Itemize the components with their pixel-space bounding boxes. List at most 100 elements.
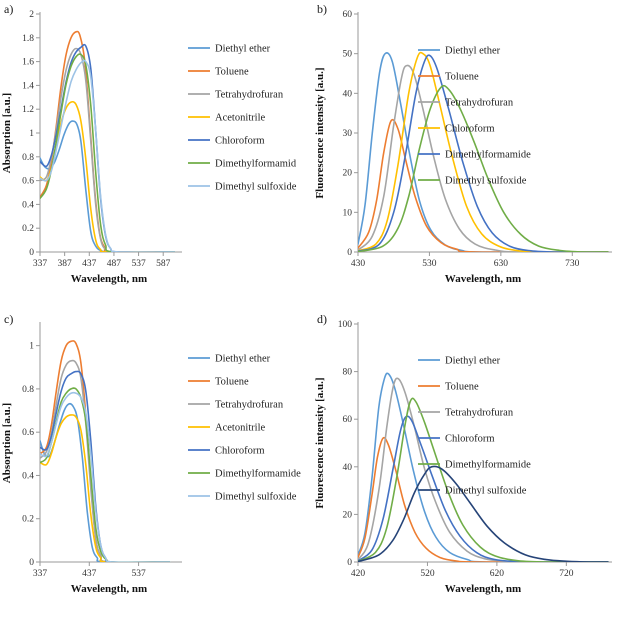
x-axis-title: Wavelength, nm [445, 583, 521, 595]
legend-label: Dimethylformamide [445, 460, 531, 471]
y-tick-label: 1 [29, 129, 34, 139]
legend-label: Diethyl ether [445, 46, 501, 57]
y-axis-title: Absorption [a.u.] [1, 93, 13, 173]
series-line [40, 370, 171, 562]
y-tick-label: 1.6 [22, 58, 34, 68]
legend-label: Dimethyl sulfoxide [215, 492, 297, 503]
panel-label-d: d) [317, 312, 327, 326]
series-line [358, 465, 609, 562]
chart-c: 337 437 537 0 0.2 0.4 0.6 0.8 1 Wavelength, nm Abs… [1, 322, 301, 595]
legend-label: Chloroform [215, 446, 265, 457]
legend-label: Acetonitrile [215, 423, 265, 434]
series-group [358, 372, 609, 562]
y-tick-label: 0.4 [22, 200, 34, 210]
y-tick-label: 50 [343, 50, 353, 60]
series-group [358, 51, 609, 252]
legend-label: Dimethyl sulfoxide [445, 176, 527, 187]
chart-d: 420 520 620 720 0 20 40 60 80 100 Wavelength, nm Fl… [314, 320, 612, 595]
y-tick-label: 0.8 [22, 153, 34, 163]
series-group [40, 30, 176, 252]
panel-b: b) 430 530 630 730 0 10 20 30 40 50 60 Wavelength, … [313, 0, 627, 310]
y-tick-label: 1.8 [22, 34, 34, 44]
y-axis-title: Fluorescence intensity [a.u.] [314, 67, 326, 198]
x-tick-label: 587 [156, 259, 171, 269]
series-line [40, 414, 171, 562]
y-tick-label: 0.4 [22, 471, 34, 481]
y-tick-label: 0 [347, 558, 352, 568]
legend-label: Chloroform [445, 434, 495, 445]
x-tick-label: 437 [82, 259, 97, 269]
y-tick-label: 0.6 [22, 177, 34, 187]
x-tick-label: 537 [131, 259, 146, 269]
series-line [40, 100, 176, 252]
legend-label: Diethyl ether [445, 356, 501, 367]
y-tick-label: 0 [347, 248, 352, 258]
legend-label: Dimethylformamide [215, 469, 301, 480]
y-tick-label: 1.2 [22, 105, 34, 115]
x-tick-label: 337 [33, 259, 48, 269]
legend-label: Toluene [215, 377, 249, 388]
y-tick-label: 1 [29, 342, 34, 352]
y-tick-label: 40 [343, 463, 353, 473]
y-tick-label: 1.4 [22, 81, 34, 91]
legend-label: Dimethylformamid [215, 159, 297, 170]
panel-label-c: c) [4, 312, 14, 326]
legend-label: Tetrahydrofuran [445, 408, 514, 419]
series-line [40, 53, 176, 252]
series-line [40, 359, 171, 562]
series-line [40, 47, 176, 252]
panel-label-b: b) [317, 2, 327, 16]
legend-label: Dimethylformamide [445, 150, 531, 161]
series-line [40, 340, 171, 562]
x-tick-label: 620 [490, 569, 505, 579]
x-tick-label: 387 [58, 259, 73, 269]
legend-label: Dimethyl sulfoxide [215, 182, 297, 193]
y-tick-label: 0.8 [22, 385, 34, 395]
x-tick-label: 337 [33, 569, 48, 579]
y-tick-label: 20 [343, 510, 353, 520]
series-line [358, 52, 609, 252]
series-line [40, 59, 176, 252]
legend-label: Chloroform [215, 136, 265, 147]
legend-label: Acetonitrile [215, 113, 265, 124]
legend-label: Dimethyl sulfoxide [445, 486, 527, 497]
y-tick-label: 100 [338, 320, 353, 330]
series-group [40, 340, 171, 562]
legend-label: Toluene [215, 67, 249, 78]
x-tick-label: 487 [107, 259, 122, 269]
y-axis-title: Absorption [a.u.] [1, 403, 13, 483]
y-tick-label: 0.2 [22, 515, 34, 525]
series-line [358, 51, 609, 252]
series-line [358, 415, 609, 562]
series-line [358, 436, 609, 562]
x-tick-label: 630 [494, 259, 509, 269]
panel-label-a: a) [4, 2, 14, 16]
y-tick-label: 0 [29, 558, 34, 568]
x-tick-label: 537 [131, 569, 146, 579]
legend-label: Toluene [445, 382, 479, 393]
series-line [358, 64, 609, 252]
series-line [358, 118, 609, 252]
panel-d: d) 420 520 620 720 0 20 40 60 80 100 Wavelength, n… [313, 310, 627, 619]
y-tick-label: 30 [343, 129, 353, 139]
y-tick-label: 20 [343, 169, 353, 179]
legend-label: Tetrahydrofuran [215, 400, 284, 411]
series-line [358, 84, 609, 252]
x-tick-label: 520 [420, 569, 435, 579]
y-tick-label: 2 [29, 10, 34, 20]
series-line [358, 397, 609, 562]
chart-a: 337 387 437 487 537 587 0 0.2 0.4 0.6 0.8 1 1.2 1.4 1.… [1, 10, 297, 285]
legend-label: Chloroform [445, 124, 495, 135]
series-line [40, 120, 176, 252]
y-tick-label: 0.6 [22, 428, 34, 438]
x-tick-label: 420 [351, 569, 366, 579]
x-tick-label: 430 [351, 259, 366, 269]
series-line [358, 54, 609, 252]
x-tick-label: 530 [422, 259, 437, 269]
legend-label: Toluene [445, 72, 479, 83]
y-tick-label: 60 [343, 415, 353, 425]
panel-a: a) 337 387 437 487 537 587 0 0.2 0.4 0.6 0.8 1 1.2 1.… [0, 0, 313, 310]
series-line [40, 30, 176, 252]
x-tick-label: 437 [82, 569, 97, 579]
